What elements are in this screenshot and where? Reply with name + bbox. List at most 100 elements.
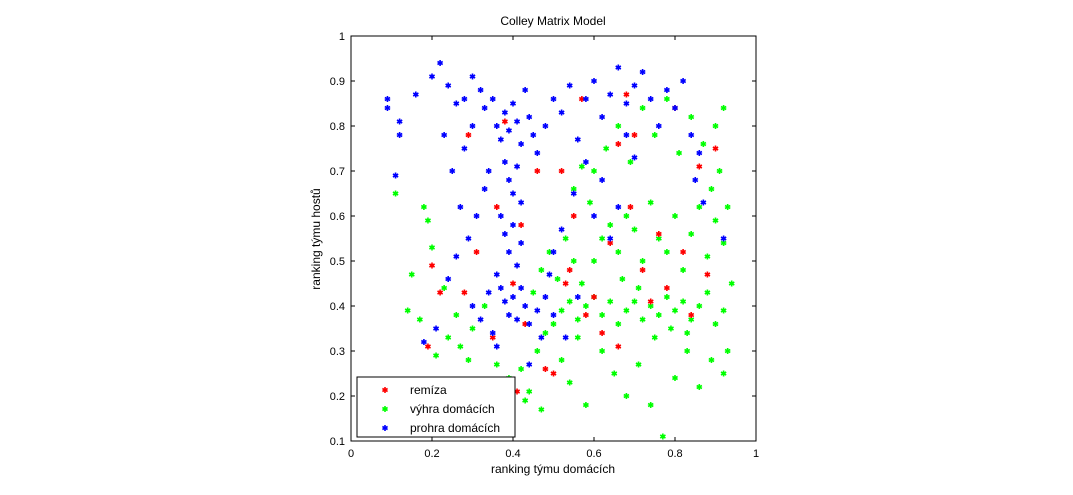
data-point bbox=[599, 330, 606, 336]
data-point bbox=[655, 235, 662, 242]
data-point bbox=[570, 190, 577, 197]
data-point bbox=[465, 132, 472, 138]
data-point bbox=[433, 325, 440, 332]
data-point bbox=[522, 87, 529, 93]
data-point bbox=[696, 163, 703, 170]
data-point bbox=[582, 303, 589, 309]
data-point bbox=[684, 348, 691, 354]
data-point bbox=[514, 316, 521, 323]
data-point bbox=[672, 105, 678, 111]
data-point bbox=[688, 312, 695, 318]
data-point bbox=[550, 321, 557, 327]
data-point bbox=[526, 361, 533, 368]
data-point bbox=[603, 145, 610, 152]
data-point bbox=[538, 334, 545, 341]
y-tick-label: 0.2 bbox=[330, 391, 345, 403]
data-point bbox=[404, 307, 411, 314]
data-point bbox=[591, 78, 597, 84]
data-point bbox=[728, 280, 735, 287]
data-point bbox=[724, 204, 731, 210]
data-point bbox=[655, 231, 662, 237]
data-point bbox=[615, 141, 622, 147]
data-point bbox=[615, 64, 622, 71]
data-point bbox=[704, 271, 711, 278]
axis-ticks: 0 0.2 0.4 0.6 0.8 1 0.1 0.2 0.3 0.4 0.5 0.6 0.7 0.8 0.… bbox=[330, 31, 759, 460]
data-point bbox=[420, 204, 427, 210]
legend-marker bbox=[382, 387, 388, 393]
data-point bbox=[700, 141, 707, 147]
data-point bbox=[550, 370, 557, 377]
data-point bbox=[566, 379, 573, 386]
data-point bbox=[396, 132, 403, 138]
x-tick-label: 0.8 bbox=[667, 448, 682, 460]
data-point bbox=[485, 168, 492, 174]
data-point bbox=[481, 105, 488, 111]
data-point bbox=[708, 186, 715, 192]
data-point bbox=[542, 366, 549, 372]
data-point bbox=[647, 96, 654, 102]
data-point bbox=[574, 334, 581, 341]
legend-label: prohra domácích bbox=[410, 421, 500, 435]
y-tick-label: 1 bbox=[339, 31, 345, 43]
data-point bbox=[542, 123, 549, 129]
data-point bbox=[696, 303, 703, 309]
data-point bbox=[651, 132, 658, 138]
data-point bbox=[696, 204, 703, 210]
y-tick-label: 0.7 bbox=[330, 166, 345, 178]
data-point bbox=[465, 357, 472, 363]
data-point bbox=[582, 96, 589, 102]
data-point bbox=[704, 289, 711, 296]
data-point bbox=[611, 370, 618, 377]
data-point bbox=[510, 294, 516, 300]
data-point bbox=[522, 303, 529, 309]
data-point bbox=[708, 357, 715, 363]
data-point bbox=[599, 312, 606, 318]
data-point bbox=[635, 361, 642, 368]
data-point bbox=[574, 136, 581, 143]
data-point bbox=[607, 235, 614, 242]
data-point bbox=[623, 132, 630, 138]
data-point bbox=[501, 159, 508, 165]
data-point bbox=[497, 285, 504, 291]
x-tick-label: 0 bbox=[348, 448, 354, 460]
data-point bbox=[582, 312, 589, 318]
data-point bbox=[518, 366, 525, 372]
data-point bbox=[615, 321, 622, 327]
data-point bbox=[461, 289, 468, 296]
data-point bbox=[655, 312, 662, 318]
data-point bbox=[599, 235, 606, 242]
data-point bbox=[615, 204, 622, 210]
data-point bbox=[497, 136, 504, 143]
data-point bbox=[688, 231, 695, 237]
data-point bbox=[493, 204, 500, 210]
data-point bbox=[465, 235, 472, 242]
data-point bbox=[562, 235, 569, 242]
y-tick-label: 0.1 bbox=[330, 436, 345, 448]
data-point bbox=[558, 109, 565, 116]
data-point bbox=[505, 177, 512, 183]
data-point bbox=[639, 105, 646, 111]
x-tick-label: 0.6 bbox=[586, 448, 601, 460]
data-point bbox=[526, 321, 533, 327]
data-point bbox=[412, 91, 419, 98]
data-point bbox=[631, 298, 638, 305]
data-point bbox=[599, 348, 606, 354]
data-point bbox=[469, 123, 476, 129]
data-point bbox=[574, 316, 581, 323]
data-point bbox=[623, 213, 630, 219]
data-point bbox=[631, 154, 638, 161]
data-point bbox=[429, 244, 435, 251]
data-point bbox=[623, 307, 630, 314]
data-point bbox=[599, 177, 606, 183]
x-tick-label: 1 bbox=[753, 448, 759, 460]
data-point bbox=[514, 118, 521, 125]
data-point bbox=[655, 123, 662, 129]
data-point bbox=[392, 190, 399, 197]
data-point bbox=[659, 433, 666, 440]
data-points bbox=[384, 60, 735, 440]
data-point bbox=[396, 118, 403, 125]
data-point bbox=[720, 370, 727, 377]
data-point bbox=[546, 271, 553, 278]
data-point bbox=[550, 249, 557, 255]
